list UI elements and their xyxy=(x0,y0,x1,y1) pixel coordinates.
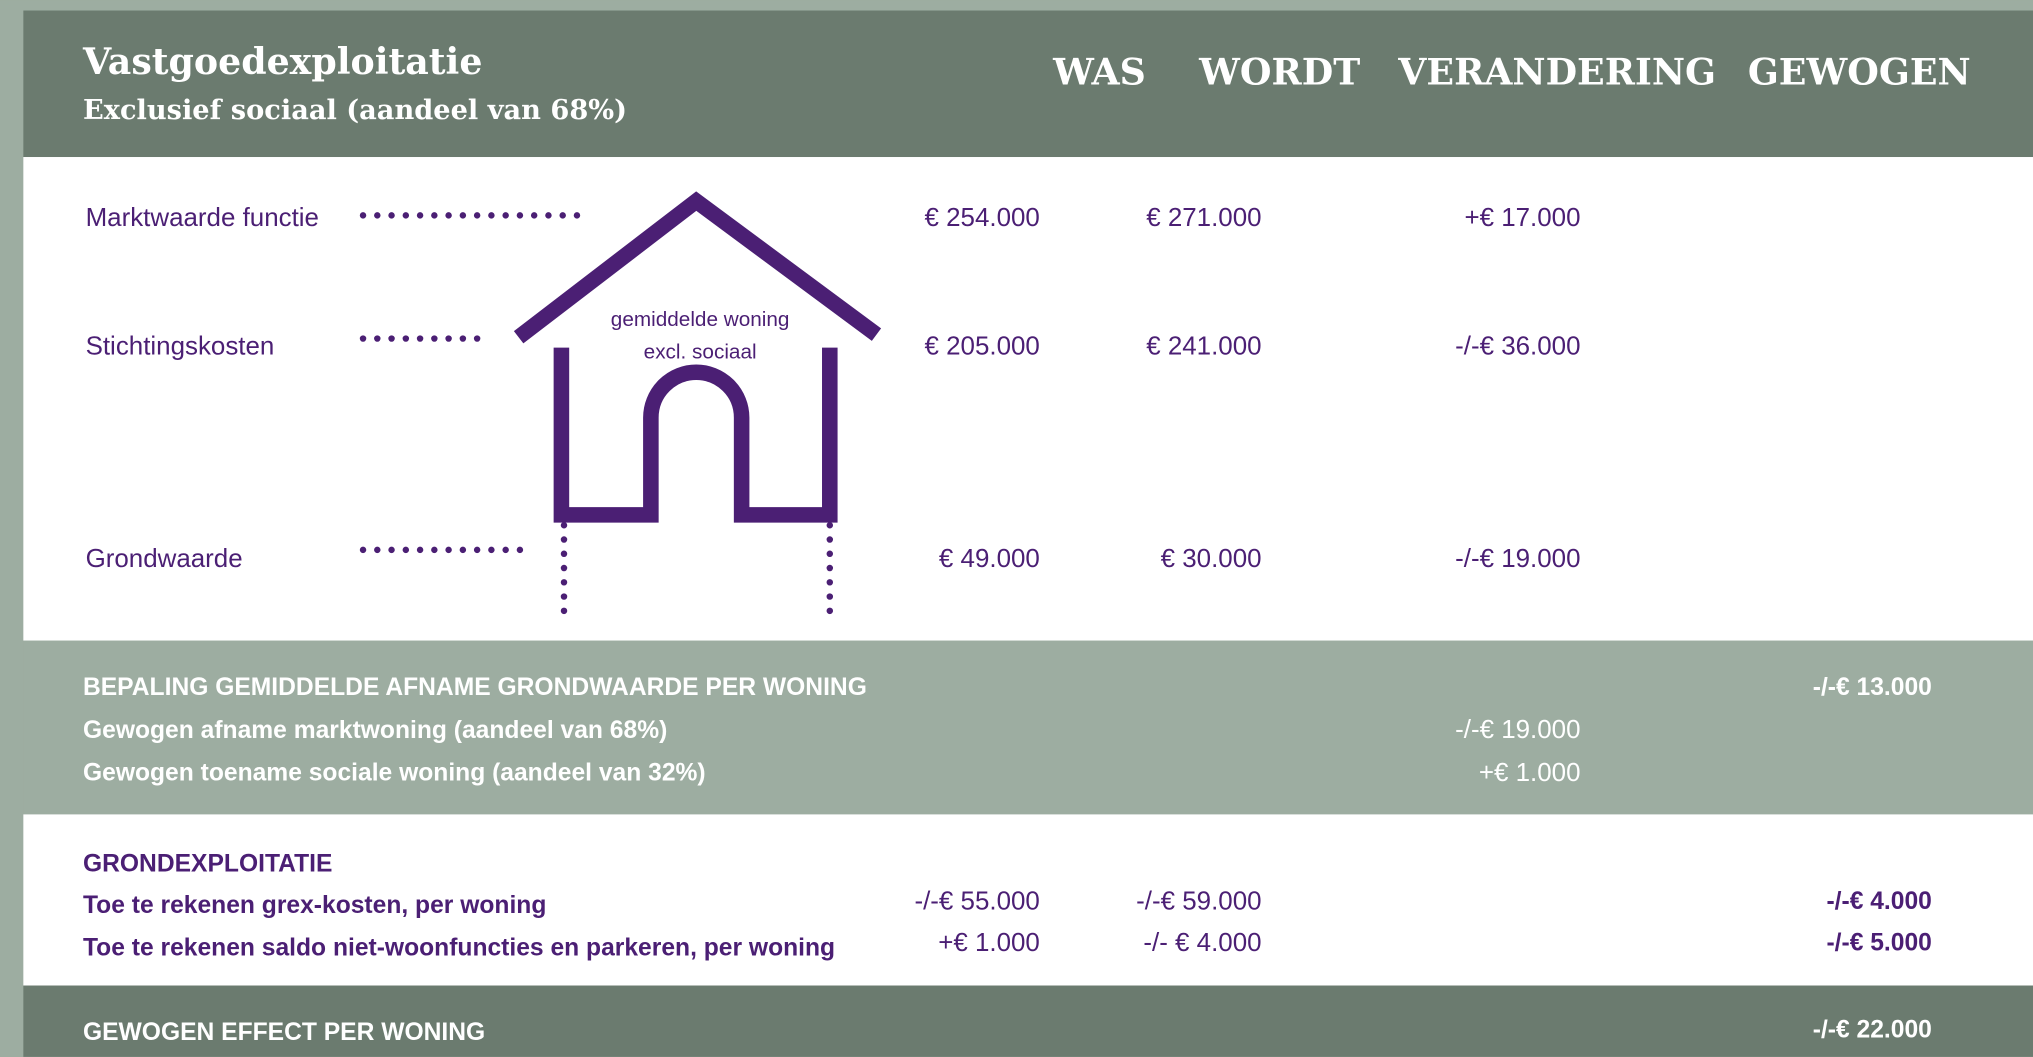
verandering-value: +€ 1.000 xyxy=(1479,759,1581,787)
house-roof xyxy=(513,191,882,344)
vastgoed-panel xyxy=(23,157,2033,641)
column-header: VERANDERING xyxy=(1397,50,1716,93)
house-label: excl. sociaal xyxy=(644,340,757,363)
title: Vastgoedexploitatie xyxy=(82,40,482,83)
wordt-value: € 241.000 xyxy=(1146,332,1261,360)
verandering-value: -/-€ 19.000 xyxy=(1455,545,1580,573)
row-label: Toe te rekenen saldo niet-woonfuncties e… xyxy=(83,935,835,962)
grex-panel xyxy=(23,814,2033,986)
was-value: € 205.000 xyxy=(925,332,1040,360)
gewogen-value: -/-€ 13.000 xyxy=(1813,674,1932,701)
column-header: WAS xyxy=(1052,50,1146,93)
wordt-value: -/- € 4.000 xyxy=(1143,929,1261,957)
row-label: Stichtingskosten xyxy=(86,332,275,360)
was-value: +€ 1.000 xyxy=(938,929,1040,957)
row-label: Toe te rekenen grex-kosten, per woning xyxy=(83,892,546,919)
footer-band xyxy=(23,985,2033,1057)
header-band xyxy=(23,10,2033,158)
row-label: Grondwaarde xyxy=(86,545,243,573)
section-title: BEPALING GEMIDDELDE AFNAME GRONDWAARDE P… xyxy=(83,674,867,701)
column-header: WORDT xyxy=(1198,50,1360,93)
was-value: € 254.000 xyxy=(925,204,1040,232)
was-value: -/-€ 55.000 xyxy=(914,887,1039,915)
row-label: Gewogen toename sociale woning (aandeel … xyxy=(83,760,706,787)
section-title: GRONDEXPLOITATIE xyxy=(83,850,332,877)
column-header: GEWOGEN xyxy=(1748,50,1971,93)
was-value: € 49.000 xyxy=(939,545,1040,573)
verandering-value: -/-€ 36.000 xyxy=(1455,332,1580,360)
house-label: gemiddelde woning xyxy=(611,308,790,331)
subtitle: Exclusief sociaal (aandeel van 68%) xyxy=(83,94,627,126)
gewogen-value: -/-€ 4.000 xyxy=(1826,888,1931,915)
wordt-value: -/-€ 59.000 xyxy=(1136,887,1261,915)
verandering-value: -/-€ 19.000 xyxy=(1455,716,1580,744)
gewogen-value: -/-€ 5.000 xyxy=(1826,930,1931,957)
row-label: Gewogen afname marktwoning (aandeel van … xyxy=(83,717,667,744)
footer-label: GEWOGEN EFFECT PER WONING xyxy=(83,1019,485,1046)
house-walls xyxy=(553,347,838,523)
footer-value: -/-€ 22.000 xyxy=(1813,1016,1932,1043)
row-label: Marktwaarde functie xyxy=(86,204,319,232)
verandering-value: +€ 17.000 xyxy=(1464,204,1580,232)
bepaling-panel xyxy=(23,640,2033,815)
vastgoed-rows: Marktwaarde functie € 254.000 € 271.000 +€ … xyxy=(86,204,1581,573)
wordt-value: € 30.000 xyxy=(1161,545,1262,573)
wordt-value: € 271.000 xyxy=(1146,204,1261,232)
